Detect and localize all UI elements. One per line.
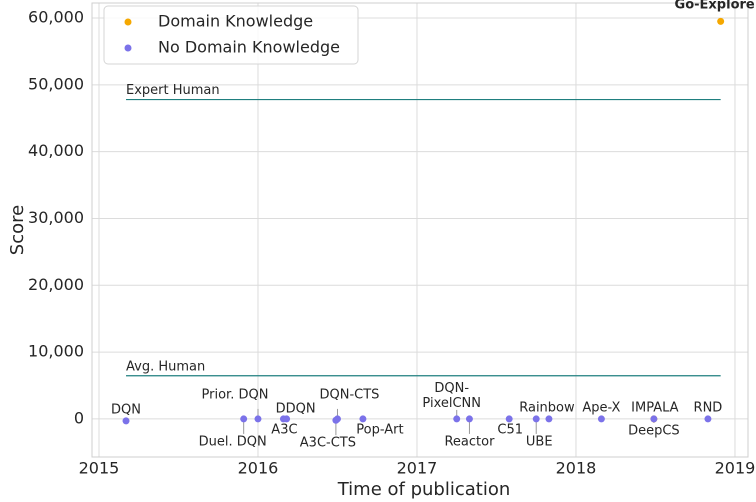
y-tick-label: 60,000 <box>28 8 84 27</box>
data-point <box>704 415 712 423</box>
legend-marker <box>124 18 132 26</box>
plot-frame <box>91 2 749 458</box>
x-tick-label: 2018 <box>556 459 597 478</box>
y-tick-label: 50,000 <box>28 74 84 93</box>
data-point <box>717 17 725 25</box>
reference-label: Expert Human <box>126 83 220 98</box>
legend-label: No Domain Knowledge <box>158 38 340 57</box>
data-point <box>332 416 340 424</box>
data-point <box>650 415 658 423</box>
data-point <box>597 415 605 423</box>
reference-label: Avg. Human <box>126 359 205 374</box>
x-tick-label: 2019 <box>715 459 756 478</box>
point-label: Ape-X <box>582 400 621 416</box>
legend-box <box>103 5 359 65</box>
x-tick-label: 2015 <box>79 459 120 478</box>
y-tick-label: 30,000 <box>28 208 84 227</box>
point-label: Rainbow <box>519 400 575 416</box>
point-label: C51 <box>497 422 523 438</box>
point-label: DDQN <box>275 401 316 417</box>
y-tick-label: 20,000 <box>28 275 84 294</box>
data-point <box>359 415 367 423</box>
y-axis-label: Score <box>7 205 28 255</box>
data-point <box>545 415 553 423</box>
point-label: DQN-CTS <box>319 387 380 403</box>
data-point <box>254 415 262 423</box>
data-point <box>532 415 540 423</box>
data-point <box>240 415 248 423</box>
y-tick-label: 40,000 <box>28 141 84 160</box>
point-label: IMPALA <box>631 400 679 416</box>
data-point <box>465 415 473 423</box>
y-tick-label: 0 <box>74 408 84 427</box>
point-label: DeepCS <box>628 423 680 439</box>
legend-marker <box>124 44 132 52</box>
point-label: UBE <box>525 434 553 450</box>
point-label: A3C <box>271 422 298 438</box>
data-point <box>453 415 461 423</box>
data-point <box>505 415 513 423</box>
y-tick-label: 10,000 <box>28 342 84 361</box>
point-label: RND <box>693 400 723 416</box>
point-label: Prior. DQN <box>201 387 269 403</box>
point-label: A3C-CTS <box>299 435 356 451</box>
x-axis-label: Time of publication <box>337 479 511 500</box>
point-label: Pop-Art <box>356 422 404 438</box>
data-point <box>122 417 130 425</box>
legend-label: Domain Knowledge <box>158 12 313 31</box>
point-label: Go-Explore <box>674 0 755 13</box>
point-label: DQN- PixelCNN <box>422 380 482 411</box>
point-label: Duel. DQN <box>198 434 267 450</box>
x-tick-label: 2017 <box>397 459 438 478</box>
x-tick-label: 2016 <box>238 459 279 478</box>
data-point <box>279 415 287 423</box>
point-label: DQN <box>111 402 141 418</box>
point-label: Reactor <box>444 434 495 450</box>
